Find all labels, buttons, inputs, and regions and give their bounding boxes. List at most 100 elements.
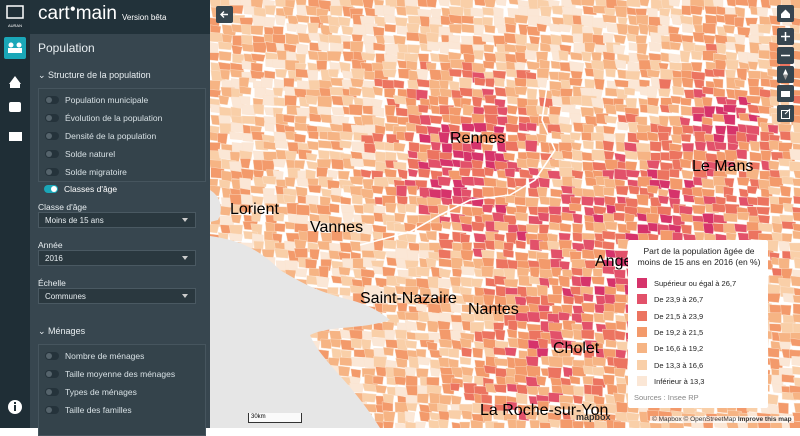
layer-label: Nombre de ménages (65, 351, 145, 361)
layer-item[interactable]: Densité de la population (39, 127, 205, 145)
layer-item[interactable]: Types de ménages (39, 383, 205, 401)
section-title[interactable]: ⌄ Ménages (38, 326, 86, 336)
commune (264, 122, 275, 132)
layer-label: Évolution de la population (65, 113, 163, 123)
commune (394, 212, 406, 223)
select[interactable]: Moins de 15 ans (38, 212, 196, 228)
commune (362, 0, 374, 9)
commune (393, 161, 407, 171)
commune (381, 401, 394, 412)
zoom-in[interactable] (777, 28, 794, 45)
commune (778, 332, 792, 344)
legend-label: De 23,9 à 26,7 (654, 295, 704, 305)
commune (625, 221, 638, 232)
commune (504, 347, 517, 357)
commune (614, 59, 627, 69)
collapse-button[interactable] (216, 6, 233, 23)
commune (781, 233, 793, 243)
toggle[interactable] (45, 406, 59, 414)
commune (670, 134, 683, 144)
commune (483, 166, 495, 177)
nav-economy[interactable] (9, 132, 22, 141)
commune (767, 347, 780, 358)
improve-link[interactable]: Improve this map (737, 416, 792, 423)
commune (635, 142, 651, 153)
commune (339, 287, 352, 297)
commune (405, 375, 418, 388)
commune (238, 95, 251, 106)
commune (417, 104, 430, 114)
select[interactable]: 2016 (38, 250, 196, 266)
commune (792, 314, 800, 323)
layer-item[interactable]: Nombre de ménages (39, 347, 205, 365)
commune (219, 69, 231, 81)
layer-item[interactable]: Taille des familles (39, 401, 205, 419)
commune (571, 149, 583, 162)
commune (470, 140, 482, 151)
print-button[interactable] (777, 85, 794, 102)
layer-label: Densité de la population (65, 131, 157, 141)
layer-item[interactable]: Classes d'âge (38, 180, 198, 198)
commune (429, 367, 441, 377)
commune (307, 220, 319, 231)
toggle[interactable] (45, 96, 59, 104)
commune (448, 348, 460, 359)
commune (320, 232, 333, 243)
legend-swatch (637, 310, 647, 321)
commune (746, 196, 759, 206)
toggle[interactable] (45, 352, 59, 360)
commune (350, 337, 363, 349)
nav-transport[interactable] (9, 102, 21, 112)
compass[interactable] (777, 66, 794, 83)
commune (615, 401, 629, 414)
select[interactable]: Communes (38, 288, 196, 304)
commune (438, 338, 453, 349)
layer-item[interactable]: Taille moyenne des ménages (39, 365, 205, 383)
layer-item[interactable]: Solde migratoire (39, 163, 205, 181)
toggle[interactable] (45, 388, 59, 396)
commune (460, 15, 474, 25)
legend-label: De 13,3 à 16,6 (654, 360, 704, 370)
field-label: Échelle (38, 278, 66, 288)
toggle[interactable] (45, 114, 59, 122)
commune (569, 51, 583, 61)
commune (734, 33, 746, 45)
section-title[interactable]: ⌄ Structure de la population (38, 70, 151, 80)
commune (614, 330, 626, 341)
share-button[interactable] (777, 105, 794, 122)
layer-item[interactable]: Population municipale (39, 91, 205, 109)
commune (448, 14, 463, 25)
commune (339, 356, 353, 367)
commune (252, 104, 265, 115)
commune (569, 132, 582, 141)
home-button[interactable] (777, 5, 794, 22)
commune (692, 31, 705, 43)
commune (682, 22, 695, 34)
toggle[interactable] (45, 132, 59, 140)
commune (680, 133, 692, 143)
commune (613, 367, 627, 378)
toggle[interactable] (45, 150, 59, 158)
commune (218, 94, 230, 106)
commune (669, 41, 682, 51)
nav-housing[interactable] (9, 76, 21, 88)
legend-swatch (637, 359, 647, 370)
commune (480, 265, 495, 278)
commune (614, 5, 628, 18)
commune (691, 186, 703, 198)
zoom-out[interactable] (777, 47, 794, 64)
layer-item[interactable]: Solde naturel (39, 145, 205, 163)
layer-item[interactable]: Évolution de la population (39, 109, 205, 127)
commune (458, 77, 473, 90)
toggle[interactable] (45, 168, 59, 176)
commune (472, 49, 485, 61)
commune (470, 221, 486, 232)
toggle[interactable] (45, 370, 59, 378)
commune (745, 124, 760, 136)
commune (250, 25, 264, 36)
commune (760, 150, 772, 162)
commune (617, 121, 629, 131)
commune (792, 223, 800, 232)
commune (481, 204, 494, 214)
